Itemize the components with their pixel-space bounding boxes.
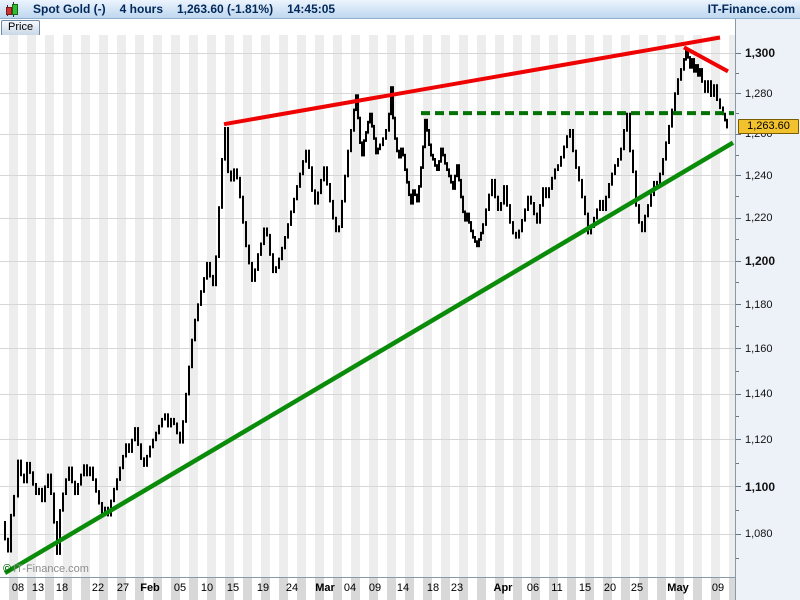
copyright-icon: © [3,563,12,575]
price-axis-tick [736,134,741,135]
gridline [0,175,735,176]
gridline [0,218,735,219]
price-axis-tick [736,326,739,327]
date-axis-label: 25 [630,582,644,594]
price-axis-label: 1,140 [745,388,773,401]
date-axis-label: 09 [711,582,725,594]
gridline [0,53,735,54]
price-axis-label: 1,160 [745,342,773,355]
date-axis-label: 18 [55,582,69,594]
candlestick-chart[interactable] [0,35,735,577]
price-axis-tick [736,348,741,349]
date-axis-label: May [667,582,689,594]
date-axis: 08 13 18 22 27 Feb 05 10 15 19 24 Mar 04 09 14 18 23 Apr 0… [0,577,735,600]
price-axis-tick [736,534,741,535]
price-axis-label: 1,100 [745,479,776,494]
date-axis-label: 08 [11,582,25,594]
price-axis-tick [736,416,739,417]
price-axis-tick [736,282,739,283]
price-axis: 1,080 1,100 1,120 1,140 1,160 1,180 1,200 1,220… [735,19,800,600]
candlestick-series [4,48,728,555]
date-axis-label: 20 [603,582,617,594]
current-price-label: 1,263.60 [738,119,799,134]
date-axis-label: 22 [91,582,105,594]
date-axis-label: 13 [31,582,45,594]
price-axis-tick [736,261,741,262]
price-axis-tick [736,510,739,511]
date-axis-label: 15 [226,582,240,594]
price-axis-tick [736,175,741,176]
price-axis-tick [736,113,739,114]
timeframe-label: 4 hours [119,2,163,16]
watermark: © IT-Finance.com [3,563,89,575]
date-axis-label: Apr [493,582,513,594]
gridline [0,348,735,349]
date-axis-label: 11 [551,582,563,594]
price-axis-tick [736,371,739,372]
date-axis-label: 10 [200,582,214,594]
breakdown-trendline[interactable] [683,45,729,74]
price-axis-tick [736,394,741,395]
price-axis-label: 1,200 [745,254,776,268]
instrument-name: Spot Gold (-) [33,2,106,16]
date-axis-label: 15 [578,582,592,594]
date-axis-label: 09 [368,582,382,594]
chart-plot-area[interactable]: © IT-Finance.com [0,35,735,577]
gridline [0,439,735,440]
price-axis-tick [736,53,741,54]
price-axis-tick [736,93,741,94]
price-axis-tick [736,304,741,305]
date-axis-label: 06 [526,582,540,594]
date-axis-label: Feb [140,582,160,594]
date-axis-label: 18 [426,582,440,594]
price-axis-label: 1,180 [745,298,773,311]
date-axis-label: 04 [343,582,357,594]
clock: 14:45:05 [287,2,336,16]
price-axis-tick [736,218,741,219]
price-axis-tick [736,155,739,156]
date-axis-label: 19 [256,582,270,594]
price-axis-tick [736,439,741,440]
date-axis-label: 05 [173,582,187,594]
price-axis-tick [736,558,739,559]
price-axis-tick [736,463,739,464]
price-axis-label: 1,280 [745,87,773,100]
date-axis-label: 24 [285,582,299,594]
watermark-text: IT-Finance.com [13,563,89,575]
resistance-trendline[interactable] [223,35,721,127]
price-axis-label: 1,120 [745,433,773,446]
gridline [0,134,735,135]
price-axis-tick [736,486,741,487]
date-axis-label: 23 [450,582,464,594]
date-axis-label: 27 [116,582,130,594]
support-trendline[interactable] [3,140,735,575]
price-axis-tick [736,73,739,74]
price-axis-tick [736,239,739,240]
gridline [0,304,735,305]
gridline [0,534,735,535]
price-axis-label: 1,300 [745,46,776,61]
title-bar: Spot Gold (-) 4 hours 1,263.60 (-1.81%) … [0,0,800,19]
price-axis-tick [736,196,739,197]
price-axis-label: 1,240 [745,169,773,182]
candlestick-chart-icon [4,1,19,17]
gridline [0,93,735,94]
price-axis-label: 1,080 [745,528,773,541]
gridline [0,261,735,262]
date-axis-label: 14 [396,582,410,594]
price-axis-label: 1,220 [745,212,773,225]
last-quote: 1,263.60 (-1.81%) [177,2,274,16]
tab-row: Price [0,19,735,35]
gridline [0,486,735,487]
tab-price[interactable]: Price [1,20,41,35]
date-axis-label: Mar [315,582,335,594]
gridline [0,394,735,395]
brand-logo: IT-Finance.com [707,2,795,16]
